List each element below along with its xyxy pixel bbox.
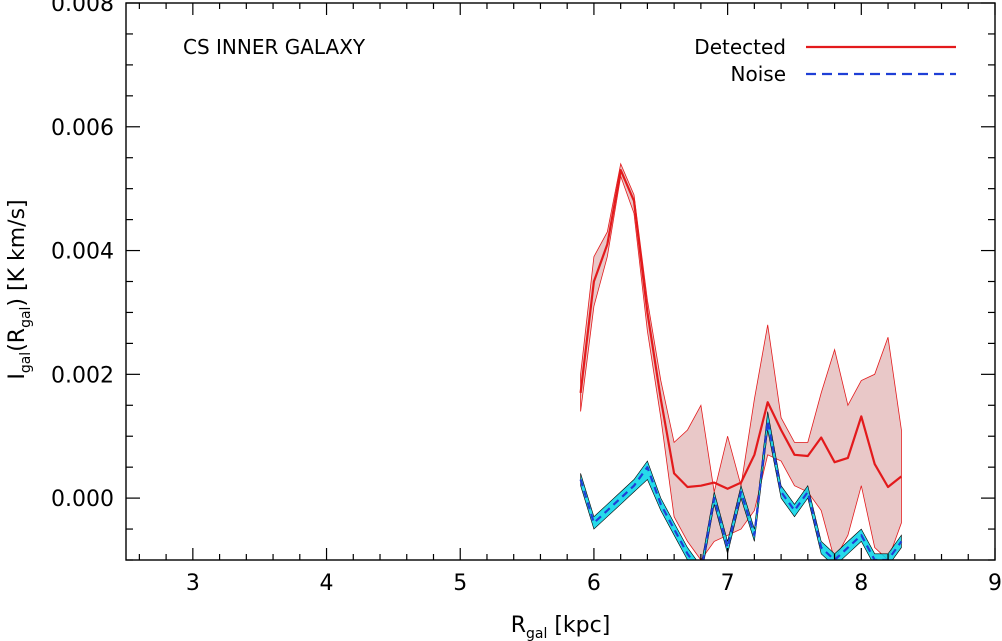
x-tick-label: 8 (854, 571, 868, 596)
x-tick-label: 9 (988, 571, 1002, 596)
y-tick-label: 0.006 (51, 116, 114, 141)
chart-annotation: CS INNER GALAXY (183, 35, 366, 59)
x-axis-label-rest: [kpc] (547, 613, 610, 638)
y-axis-label: Igal(Rgal) [K km/s] (5, 199, 34, 379)
detected-uncertainty-band (580, 162, 902, 560)
noise-line (579, 419, 903, 560)
legend-label-detected: Detected (694, 35, 786, 59)
x-tick-label: 4 (320, 571, 334, 596)
x-axis-label: Rgal [kpc] (511, 613, 611, 641)
x-tick-label: 6 (587, 571, 601, 596)
x-tick-label: 5 (453, 571, 467, 596)
x-axis-label-sub: gal (526, 626, 547, 641)
x-axis-label-main: R (511, 613, 526, 638)
y-axis-label-p1: I (5, 373, 30, 380)
legend: Detected Noise (694, 35, 956, 86)
y-axis-label-p2: (R (5, 328, 30, 352)
plot-area (579, 162, 903, 560)
y-tick-label: 0.000 (51, 487, 114, 512)
y-axis-label-p3: ) [K km/s] (5, 199, 30, 306)
x-tick-label: 7 (721, 571, 735, 596)
y-axis-label-s2: gal (18, 307, 34, 328)
y-tick-label: 0.008 (51, 0, 114, 17)
y-tick-label: 0.002 (51, 363, 114, 388)
detected-line (579, 169, 903, 490)
y-axis-label-s1: gal (18, 352, 34, 373)
x-tick-label: 3 (186, 571, 200, 596)
legend-label-noise: Noise (731, 62, 786, 86)
noise-uncertainty-band (580, 411, 902, 560)
y-tick-label: 0.004 (51, 240, 114, 265)
